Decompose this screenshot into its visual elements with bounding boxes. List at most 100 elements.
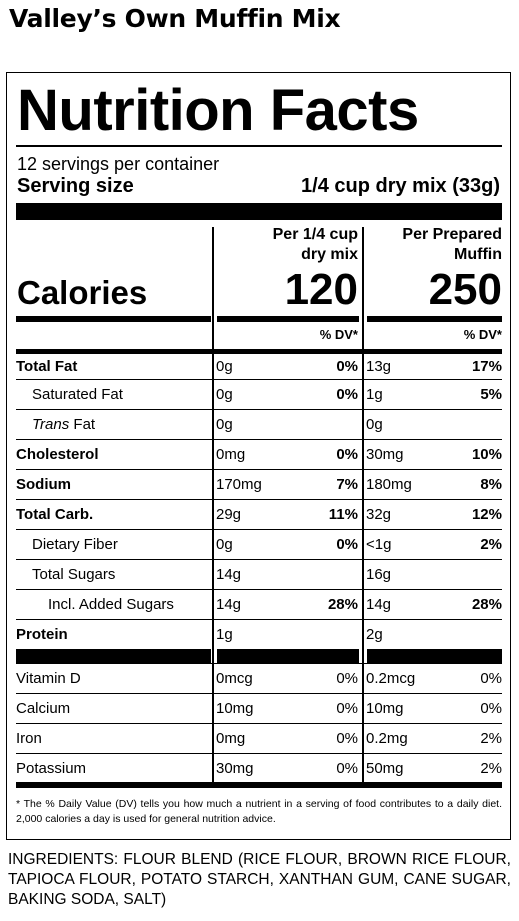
ingredients-text: INGREDIENTS: FLOUR BLEND (RICE FLOUR, BR…: [8, 851, 511, 908]
nutrient-name: Dietary Fiber: [32, 536, 118, 553]
bottom-bar: [16, 782, 502, 788]
vitamin-divider-bar: [367, 649, 502, 663]
dv-col1: 0%: [336, 536, 358, 553]
nutrient-row: Iron 0mg 0% 0.2mg 2%: [16, 723, 502, 753]
amount-col2: <1g: [366, 536, 392, 553]
amount-col1: 0g: [216, 416, 233, 433]
amount-col2: 0g: [366, 416, 383, 433]
nutrient-name: Total Fat: [16, 358, 78, 375]
calories-bar-left: [16, 316, 211, 322]
dv-col2: 2%: [480, 730, 502, 747]
amount-col2: 10mg: [366, 700, 404, 717]
dv-col1: 0%: [336, 358, 358, 375]
nutrient-row: Incl. Added Sugars 14g 28% 14g 28%: [16, 589, 502, 619]
dv-col1: 0%: [336, 760, 358, 777]
dv-col1: 0%: [336, 446, 358, 463]
dv-col2: 0%: [480, 700, 502, 717]
calories-col1: 120: [284, 265, 358, 314]
amount-col2: 16g: [366, 566, 392, 583]
column-rule-1: [212, 227, 214, 782]
dv-col1: 11%: [328, 506, 358, 523]
amount-col2: 13g: [366, 358, 392, 375]
amount-col1: 29g: [216, 506, 242, 523]
nutrient-name-rest: Fat: [69, 416, 96, 433]
nutrient-name: Calcium: [16, 700, 71, 717]
col2-header-line1: Per Prepared: [402, 226, 502, 243]
nutrient-name: Cholesterol: [16, 446, 99, 463]
dv-col2: 2%: [480, 536, 502, 553]
amount-col1: 0g: [216, 358, 233, 375]
nutrient-row: Saturated Fat 0g 0% 1g 5%: [16, 379, 502, 409]
nutrient-row: Sodium 170mg 7% 180mg 8%: [16, 469, 502, 499]
amount-col2: 0.2mcg: [366, 670, 416, 687]
nutrient-row: Protein 1g 2g: [16, 619, 502, 649]
nutrient-name: Saturated Fat: [32, 386, 123, 403]
column-rule-2: [362, 227, 364, 782]
amount-col1: 0mcg: [216, 670, 253, 687]
calories-col2: 250: [428, 265, 502, 314]
dv-col1: 0%: [336, 700, 358, 717]
dv-col2: 28%: [471, 596, 502, 613]
nutrient-name: Trans Fat: [32, 410, 95, 439]
dv-col1: 28%: [327, 596, 358, 613]
col2-header: Per Prepared Muffin: [402, 225, 502, 265]
nutrient-row: Potassium 30mg 0% 50mg 2%: [16, 753, 502, 783]
nutrient-name: Iron: [16, 730, 42, 747]
amount-col2: 50mg: [366, 760, 404, 777]
amount-col2: 1g: [366, 386, 383, 403]
serving-size-label: Serving size: [17, 175, 134, 197]
serving-size-value: 1/4 cup dry mix (33g): [301, 175, 500, 197]
col1-header-line2: dry mix: [301, 246, 358, 263]
amount-col1: 30mg: [216, 760, 254, 777]
nutrient-name: Incl. Added Sugars: [48, 596, 174, 613]
nutrient-name: Total Sugars: [32, 566, 116, 583]
nutrient-name-italic: Trans: [32, 416, 70, 433]
amount-col2: 32g: [366, 506, 392, 523]
amount-col1: 14g: [216, 596, 242, 613]
nutrient-row: Vitamin D 0mcg 0% 0.2mcg 0%: [16, 663, 502, 693]
amount-col2: 30mg: [366, 446, 404, 463]
nutrient-row: Total Sugars 14g 16g: [16, 559, 502, 589]
col1-header: Per 1/4 cup dry mix: [273, 225, 358, 265]
dv-col2: 12%: [471, 506, 502, 523]
dv-col1: 0%: [336, 730, 358, 747]
nutrient-name: Protein: [16, 626, 68, 643]
footnote: * The % Daily Value (DV) tells you how m…: [16, 798, 502, 825]
amount-col2: 14g: [366, 596, 392, 613]
dv-header-col2: % DV*: [463, 327, 502, 342]
calories-label: Calories: [17, 274, 148, 311]
amount-col1: 10mg: [216, 700, 254, 717]
amount-col1: 0g: [216, 536, 233, 553]
calories-bar-right: [367, 316, 502, 322]
vitamin-divider-bar: [217, 649, 359, 663]
nutrient-row: Trans Fat 0g 0g: [16, 409, 502, 439]
nutrition-facts-heading: Nutrition Facts: [17, 78, 419, 143]
nutrient-name: Sodium: [16, 476, 71, 493]
nutrient-row: Dietary Fiber 0g 0% <1g 2%: [16, 529, 502, 559]
nutrient-name: Total Carb.: [16, 506, 94, 523]
dv-col2: 10%: [471, 446, 502, 463]
amount-col2: 2g: [366, 626, 383, 643]
nutrition-facts-panel: Nutrition Facts 12 servings per containe…: [6, 72, 511, 840]
dv-col2: 2%: [480, 760, 502, 777]
thick-divider: [16, 203, 502, 220]
amount-col1: 0mg: [216, 730, 246, 747]
amount-col1: 0mg: [216, 446, 246, 463]
product-title: Valley’s Own Muffin Mix: [9, 4, 341, 33]
divider: [16, 145, 502, 147]
amount-col1: 14g: [216, 566, 242, 583]
dv-header-col1: % DV*: [319, 327, 358, 342]
nutrient-row: Total Carb. 29g 11% 32g 12%: [16, 499, 502, 529]
amount-col1: 1g: [216, 626, 233, 643]
nutrient-row: Cholesterol 0mg 0% 30mg 10%: [16, 439, 502, 469]
dv-col2: 0%: [480, 670, 502, 687]
nutrient-row: Calcium 10mg 0% 10mg 0%: [16, 693, 502, 723]
dv-col2: 8%: [480, 476, 502, 493]
dv-col1: 0%: [336, 386, 358, 403]
nutrient-name: Potassium: [16, 760, 87, 777]
nutrient-name: Vitamin D: [16, 670, 81, 687]
calories-bar-mid: [217, 316, 359, 322]
dv-col1: 0%: [336, 670, 358, 687]
vitamin-divider-bar: [16, 649, 211, 663]
amount-col1: 0g: [216, 386, 233, 403]
